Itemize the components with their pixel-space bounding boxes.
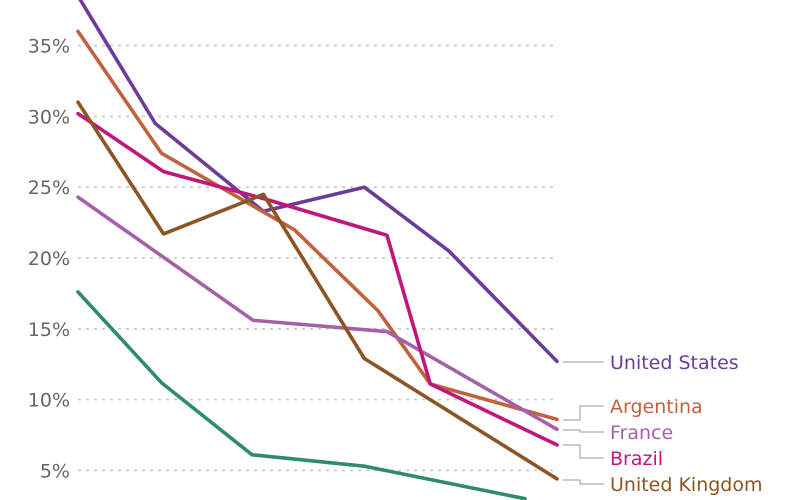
series-label-united-states: United States xyxy=(610,352,739,374)
grid-lines xyxy=(78,44,557,472)
y-tick-label-15: 15% xyxy=(28,319,70,341)
y-axis-ticks: 5% 10% 15% 20% 25% 30% 35% xyxy=(28,36,70,483)
leader-line-brazil xyxy=(563,444,604,459)
leader-line-argentina xyxy=(563,405,604,421)
y-tick-label-10: 10% xyxy=(28,390,70,412)
series-label-brazil: Brazil xyxy=(610,448,663,470)
y-tick-label-5: 5% xyxy=(40,460,70,482)
y-tick-label-25: 25% xyxy=(28,177,70,199)
series-line-brazil xyxy=(76,111,559,447)
series-lines xyxy=(76,0,559,500)
series-line-united-kingdom xyxy=(76,100,559,481)
series-line-series-5 xyxy=(76,290,527,500)
series-label-france: France xyxy=(610,422,673,444)
leader-line-united-kingdom xyxy=(563,479,604,485)
series-line-argentina xyxy=(76,29,559,422)
y-tick-label-35: 35% xyxy=(28,36,70,58)
series-label-united-kingdom: United Kingdom xyxy=(610,474,763,496)
series-line-france xyxy=(76,195,559,432)
series-labels: United States Argentina France Brazil United… xyxy=(563,352,763,496)
series-line-united-states xyxy=(78,0,559,364)
y-tick-label-20: 20% xyxy=(28,248,70,270)
series-label-argentina: Argentina xyxy=(610,396,703,418)
leader-line-france xyxy=(563,429,604,433)
y-tick-label-30: 30% xyxy=(28,106,70,128)
